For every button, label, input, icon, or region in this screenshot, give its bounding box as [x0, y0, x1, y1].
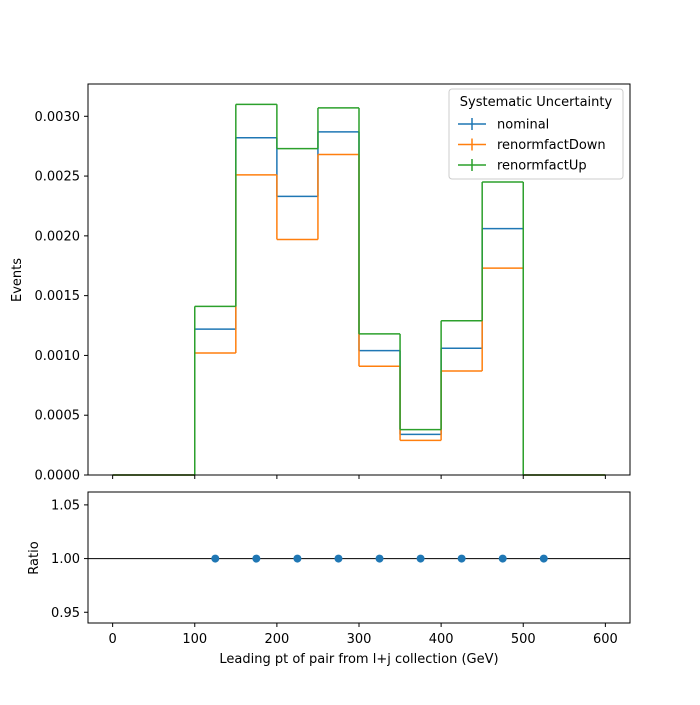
legend-label-renormfactUp: renormfactUp [497, 159, 587, 174]
main-y-tick-label-2: 0.0010 [35, 349, 81, 364]
legend-label-renormfactDown: renormfactDown [497, 138, 606, 153]
ratio-x-tick-label-3: 300 [347, 632, 372, 647]
legend-entry-renormfactDown: renormfactDown [458, 138, 606, 153]
legend-label-nominal: nominal [497, 118, 549, 133]
legend-entry-renormfactUp: renormfactUp [458, 159, 587, 174]
ratio-x-tick-label-1: 100 [182, 632, 207, 647]
ratio-point-8 [539, 554, 548, 563]
ratio-point-2 [293, 554, 302, 563]
ratio-y-tick-label-1: 1.00 [51, 552, 80, 567]
legend-entries: nominal renormfactDown renormfactUp [458, 118, 606, 174]
ratio-x-tick-label-2: 200 [264, 632, 289, 647]
ratio-y-tick-label-2: 1.05 [51, 498, 80, 513]
ratio-x-tick-label-4: 400 [429, 632, 454, 647]
x-axis-label: Leading pt of pair from l+j collection (… [219, 652, 498, 667]
ratio-plot-content [88, 554, 630, 563]
ratio-x-tick-label-6: 600 [593, 632, 618, 647]
ratio-y-axis-label: Ratio [27, 541, 42, 574]
main-y-tick-label-3: 0.0015 [35, 289, 81, 304]
ratio-point-7 [498, 554, 507, 563]
main-y-tick-label-4: 0.0020 [35, 229, 81, 244]
ratio-y-tick-label-0: 0.95 [51, 606, 80, 621]
legend-frame [448, 88, 624, 180]
main-y-tick-label-6: 0.0030 [35, 110, 81, 125]
main-x-ticks [112, 475, 606, 479]
ratio-point-5 [416, 554, 425, 563]
ratio-x-ticks: 0 100 200 300 400 500 600 [108, 623, 618, 647]
ratio-y-ticks: 0.95 1.00 1.05 [51, 498, 88, 621]
legend: Systematic Uncertainty nominal renormfact… [448, 88, 624, 180]
legend-entry-nominal: nominal [458, 118, 549, 133]
main-y-tick-label-1: 0.0005 [35, 409, 81, 424]
ratio-panel: 0.95 1.00 1.05 0 100 200 300 400 500 600 Ratio L… [27, 491, 631, 667]
ratio-point-0 [211, 554, 220, 563]
main-panel: 0.0000 0.0005 0.0010 0.0015 0.0020 0.0025 0.00… [10, 83, 631, 484]
ratio-point-6 [457, 554, 466, 563]
main-y-axis-label: Events [10, 258, 25, 302]
ratio-point-3 [334, 554, 343, 563]
ratio-x-tick-label-0: 0 [108, 632, 116, 647]
main-y-tick-label-5: 0.0025 [35, 170, 81, 185]
main-y-tick-label-0: 0.0000 [35, 469, 81, 484]
main-y-ticks: 0.0000 0.0005 0.0010 0.0015 0.0020 0.0025 0.00… [35, 110, 88, 484]
legend-title: Systematic Uncertainty [460, 95, 613, 110]
ratio-x-tick-label-5: 500 [511, 632, 536, 647]
ratio-point-1 [252, 554, 261, 563]
ratio-point-4 [375, 554, 384, 563]
